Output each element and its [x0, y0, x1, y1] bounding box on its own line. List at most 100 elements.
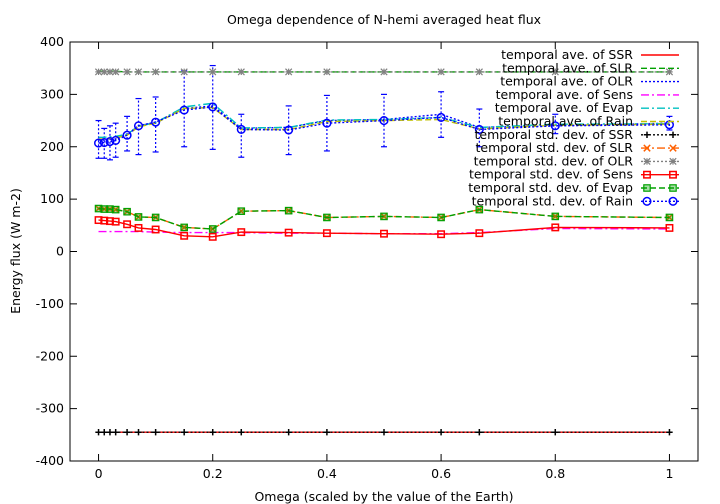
legend-marker: [669, 144, 677, 152]
data-point: [135, 428, 142, 436]
data-point: [437, 68, 445, 76]
data-point: [106, 428, 114, 436]
data-point: [208, 232, 217, 241]
data-point: [112, 428, 119, 436]
series-11: [94, 204, 674, 233]
legend-label: temporal std. dev. of SLR: [476, 140, 634, 155]
legend-label: temporal std. dev. of OLR: [474, 153, 634, 168]
data-point: [100, 205, 109, 213]
legend-label: temporal ave. of Evap: [495, 100, 633, 115]
y-tick-label: -300: [36, 401, 64, 416]
y-tick-label: 0: [56, 244, 64, 259]
data-point: [123, 68, 131, 76]
y-axis-label: Energy flux (W m-2): [8, 188, 23, 314]
data-point: [284, 125, 294, 135]
data-point: [99, 138, 109, 148]
legend-marker: [643, 170, 651, 179]
data-point: [380, 229, 388, 238]
data-point: [379, 116, 389, 126]
data-point: [180, 223, 188, 232]
legend-marker: [669, 131, 677, 138]
series-line: [98, 207, 670, 230]
x-tick-label: 0.2: [203, 466, 223, 481]
series-line: [98, 106, 670, 144]
data-point: [552, 428, 559, 436]
legend-label: temporal std. dev. of Sens: [469, 167, 633, 182]
legend-label: temporal ave. of OLR: [500, 74, 633, 89]
y-tick-label: -200: [36, 348, 64, 363]
data-point: [95, 428, 102, 436]
data-point: [105, 136, 115, 147]
data-point: [134, 68, 143, 76]
data-point: [322, 229, 331, 238]
data-point: [111, 217, 120, 226]
data-point: [551, 223, 560, 232]
series-line: [98, 105, 670, 141]
data-point: [474, 124, 484, 135]
data-point: [284, 206, 293, 215]
data-point: [237, 68, 245, 76]
data-point: [550, 121, 560, 131]
data-point: [475, 68, 483, 76]
data-point: [665, 68, 674, 76]
series-9: [94, 68, 674, 76]
data-point: [380, 212, 388, 221]
legend-marker: [643, 157, 651, 166]
data-point: [123, 220, 132, 229]
data-point: [665, 213, 674, 222]
data-point: [551, 212, 560, 221]
legend-label: temporal std. dev. of SSR: [475, 127, 634, 142]
error-bars: [95, 64, 673, 161]
data-point: [437, 230, 446, 239]
legend-label: temporal ave. of SSR: [501, 47, 633, 62]
x-tick-label: 0: [95, 466, 103, 481]
y-tick-label: 200: [40, 139, 64, 154]
data-point: [180, 231, 189, 240]
data-point: [100, 68, 108, 76]
legend-label: temporal ave. of SLR: [502, 60, 633, 75]
data-point: [551, 212, 560, 221]
data-point: [323, 428, 331, 436]
x-axis-label: Omega (scaled by the value of the Earth): [254, 489, 513, 504]
legend-label: temporal std. dev. of Evap: [468, 180, 633, 195]
data-point: [111, 135, 121, 146]
data-point: [106, 68, 114, 76]
plot-area: -400 -300 -200 -100 0 100 200 300 400 0 0.2 0.4 0.6 0…: [36, 34, 699, 481]
data-point: [179, 105, 189, 115]
legend-label: temporal ave. of Rain: [498, 114, 633, 129]
legend-marker: [642, 196, 652, 206]
data-point: [134, 223, 143, 232]
legend-marker: [669, 184, 677, 192]
data-point: [238, 428, 245, 436]
legend-marker: [643, 144, 651, 152]
data-point: [133, 121, 144, 131]
y-tick-label: -100: [36, 296, 64, 311]
data-point: [101, 428, 108, 436]
data-point: [180, 428, 188, 436]
data-point: [94, 204, 103, 213]
x-tick-label: 0.6: [431, 466, 451, 481]
data-point: [665, 223, 674, 232]
data-point: [208, 102, 218, 112]
data-point: [285, 68, 293, 76]
data-point: [122, 130, 132, 140]
data-point: [112, 68, 120, 76]
legend-marker: [643, 184, 651, 192]
data-point: [476, 428, 483, 436]
legend-label: temporal std. dev. of Rain: [472, 193, 633, 208]
data-point: [436, 112, 446, 122]
data-point: [106, 205, 114, 213]
y-tick-label: 400: [40, 34, 64, 49]
legend-marker: [668, 196, 678, 206]
data-point: [323, 213, 331, 222]
data-point: [152, 428, 159, 436]
data-point: [237, 228, 246, 237]
data-point: [437, 213, 445, 222]
data-point: [284, 228, 293, 237]
data-point: [285, 428, 292, 436]
data-point: [151, 213, 160, 222]
series-12: [93, 102, 675, 148]
data-point: [237, 207, 246, 215]
